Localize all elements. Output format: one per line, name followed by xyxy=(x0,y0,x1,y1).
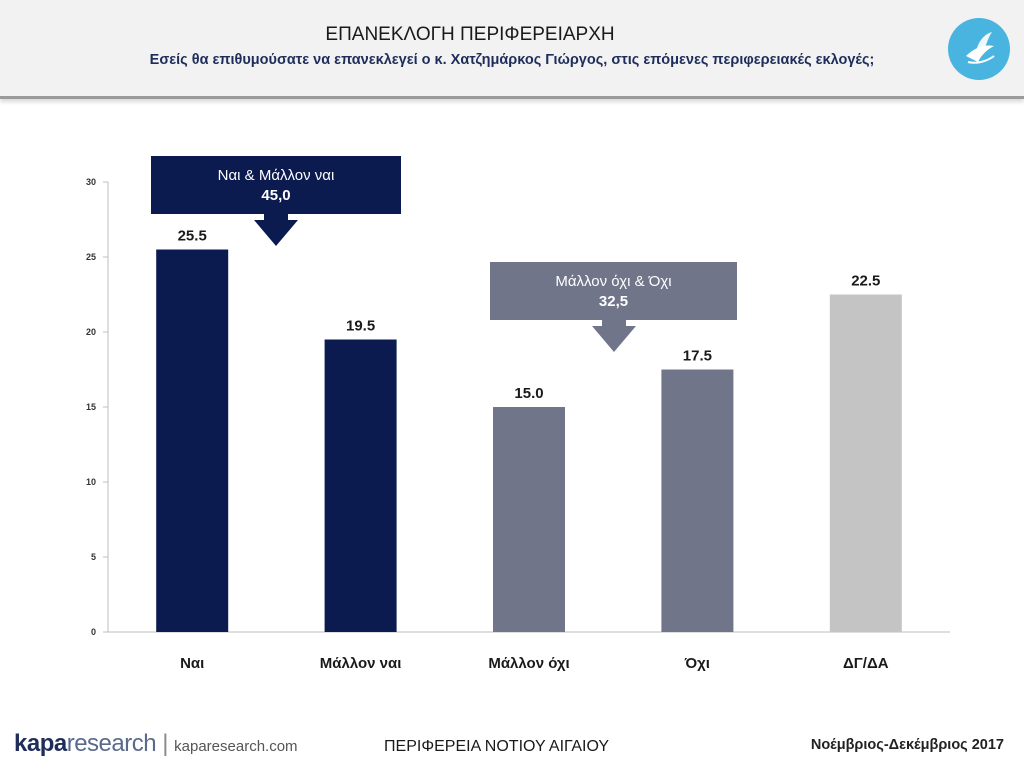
x-tick-label: Ναι xyxy=(180,655,204,672)
bar xyxy=(829,294,902,632)
bar xyxy=(661,369,734,632)
callout-value: 45,0 xyxy=(261,187,290,204)
bar xyxy=(156,249,229,632)
callout-value: 32,5 xyxy=(599,293,628,310)
callout-arrow xyxy=(254,214,298,246)
date-label: Νοέμβριος-Δεκέμβριος 2017 xyxy=(810,737,1004,753)
bar-chart: 0 5 10 15 20 25 30 25.5 Ναι 19.5 Μάλλον ναι 15.0 Μάλ… xyxy=(86,156,950,672)
page-subtitle: Εσείς θα επιθυμούσατε να επανεκλεγεί ο κ… xyxy=(149,52,875,68)
brand-bold: kapa xyxy=(14,730,67,757)
bird-logo-icon xyxy=(948,18,1010,80)
y-tick-label: 20 xyxy=(86,327,96,337)
brand-url: kaparesearch.com xyxy=(174,738,298,755)
data-label: 25.5 xyxy=(178,228,207,245)
data-label: 15.0 xyxy=(514,385,543,402)
bar xyxy=(324,339,397,632)
callout-label: Μάλλον όχι & Όχι xyxy=(555,273,671,290)
y-tick-label: 25 xyxy=(86,252,96,262)
x-tick-label: Μάλλον ναι xyxy=(320,655,402,672)
y-tick-label: 10 xyxy=(86,477,96,487)
x-tick-label: Όχι xyxy=(684,655,710,672)
bar xyxy=(493,407,565,632)
region-label: ΠΕΡΙΦΕΡΕΙΑ ΝΟΤΙΟΥ ΑΙΓΑΙΟΥ xyxy=(384,738,610,755)
callout-box xyxy=(490,262,737,320)
y-tick-label: 0 xyxy=(91,627,96,637)
y-tick-label: 5 xyxy=(91,552,96,562)
brand-separator: | xyxy=(162,730,168,757)
page-title: ΕΠΑΝΕΚΛΟΓΗ ΠΕΡΙΦΕΡΕΙΑΡΧΗ xyxy=(325,24,615,45)
y-tick-label: 30 xyxy=(86,177,96,187)
brand-light: research xyxy=(66,730,157,757)
data-label: 17.5 xyxy=(683,348,712,365)
data-label: 19.5 xyxy=(346,318,375,335)
callout-box xyxy=(151,156,401,214)
footer: kaparesearch | kaparesearch.com ΠΕΡΙΦΕΡΕ… xyxy=(0,720,1024,768)
callout-label: Ναι & Μάλλον ναι xyxy=(218,167,335,184)
data-label: 22.5 xyxy=(851,273,880,290)
x-tick-label: Μάλλον όχι xyxy=(488,655,569,672)
callout-arrow xyxy=(592,320,636,352)
x-tick-label: ΔΓ/ΔΑ xyxy=(843,655,889,672)
header: ΕΠΑΝΕΚΛΟΓΗ ΠΕΡΙΦΕΡΕΙΑΡΧΗ Εσείς θα επιθυμ… xyxy=(0,0,1024,99)
y-tick-label: 15 xyxy=(86,402,96,412)
kapa-research-logo: kaparesearch | kaparesearch.com xyxy=(14,730,298,758)
